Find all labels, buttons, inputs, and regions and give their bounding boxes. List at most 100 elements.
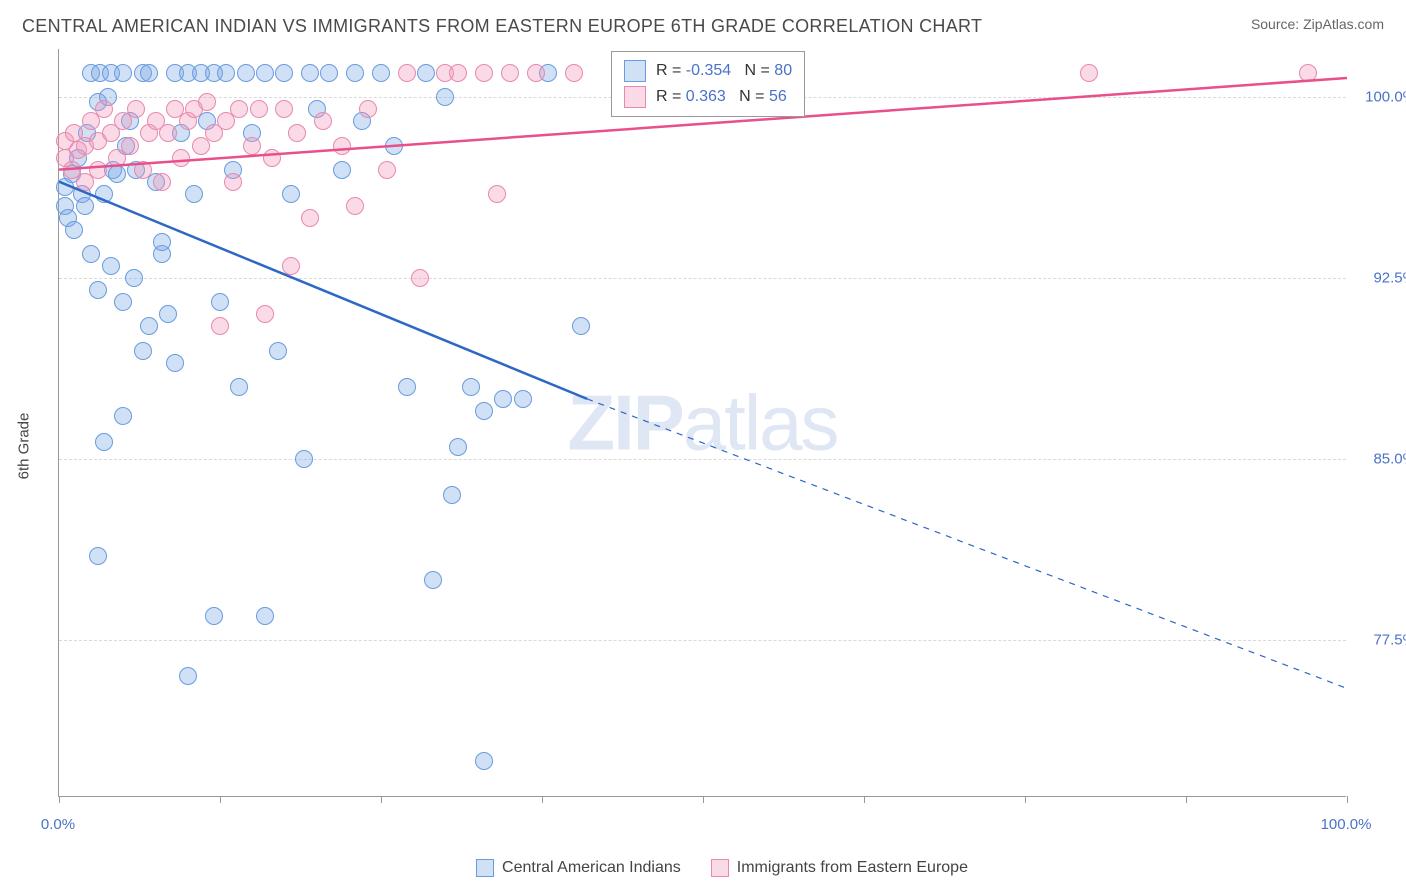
scatter-point bbox=[436, 88, 454, 106]
scatter-point bbox=[1299, 64, 1317, 82]
scatter-point bbox=[301, 209, 319, 227]
scatter-point bbox=[256, 607, 274, 625]
watermark-rest: atlas bbox=[683, 378, 838, 466]
x-tick bbox=[1186, 796, 1187, 803]
scatter-point bbox=[179, 667, 197, 685]
scatter-point bbox=[514, 390, 532, 408]
header: CENTRAL AMERICAN INDIAN VS IMMIGRANTS FR… bbox=[0, 0, 1406, 45]
scatter-point bbox=[565, 64, 583, 82]
scatter-point bbox=[95, 185, 113, 203]
scatter-point bbox=[140, 64, 158, 82]
scatter-point bbox=[114, 64, 132, 82]
scatter-point bbox=[275, 100, 293, 118]
x-tick bbox=[542, 796, 543, 803]
scatter-point bbox=[89, 161, 107, 179]
scatter-point bbox=[153, 233, 171, 251]
watermark: ZIPatlas bbox=[567, 377, 837, 468]
scatter-point bbox=[153, 173, 171, 191]
scatter-point bbox=[346, 197, 364, 215]
scatter-point bbox=[417, 64, 435, 82]
scatter-point bbox=[224, 173, 242, 191]
legend-swatch bbox=[624, 60, 646, 82]
gridline bbox=[59, 640, 1346, 641]
x-tick bbox=[381, 796, 382, 803]
x-tick-label: 100.0% bbox=[1321, 816, 1372, 833]
scatter-point bbox=[1080, 64, 1098, 82]
x-tick-label: 0.0% bbox=[41, 816, 75, 833]
scatter-point bbox=[95, 100, 113, 118]
y-tick-label: 92.5% bbox=[1356, 270, 1406, 287]
x-tick bbox=[864, 796, 865, 803]
scatter-point bbox=[65, 221, 83, 239]
scatter-point bbox=[282, 185, 300, 203]
scatter-point bbox=[462, 378, 480, 396]
scatter-point bbox=[166, 354, 184, 372]
scatter-point bbox=[411, 269, 429, 287]
gridline bbox=[59, 278, 1346, 279]
scatter-point bbox=[127, 100, 145, 118]
source-label: Source: ZipAtlas.com bbox=[1251, 16, 1384, 32]
bottom-legend-item: Central American Indians bbox=[476, 859, 681, 877]
scatter-point bbox=[488, 185, 506, 203]
scatter-point bbox=[385, 137, 403, 155]
scatter-point bbox=[359, 100, 377, 118]
legend-swatch bbox=[476, 859, 494, 877]
bottom-legend-label: Immigrants from Eastern Europe bbox=[737, 859, 968, 877]
scatter-point bbox=[211, 293, 229, 311]
scatter-point bbox=[527, 64, 545, 82]
legend-stat-text: R = -0.354 N = 80 bbox=[656, 62, 792, 80]
scatter-point bbox=[134, 342, 152, 360]
legend-stat-text: R = 0.363 N = 56 bbox=[656, 88, 787, 106]
scatter-point bbox=[134, 161, 152, 179]
scatter-point bbox=[243, 137, 261, 155]
y-tick-label: 77.5% bbox=[1356, 632, 1406, 649]
x-tick bbox=[1025, 796, 1026, 803]
scatter-point bbox=[89, 281, 107, 299]
trend-lines bbox=[59, 49, 1347, 797]
scatter-point bbox=[333, 161, 351, 179]
scatter-point bbox=[211, 317, 229, 335]
scatter-point bbox=[217, 64, 235, 82]
scatter-point bbox=[230, 100, 248, 118]
scatter-point bbox=[449, 64, 467, 82]
scatter-point bbox=[114, 293, 132, 311]
scatter-point bbox=[230, 378, 248, 396]
scatter-point bbox=[398, 64, 416, 82]
scatter-point bbox=[159, 124, 177, 142]
stats-legend-row: R = -0.354 N = 80 bbox=[624, 58, 792, 84]
stats-legend: R = -0.354 N = 80 R = 0.363 N = 56 bbox=[611, 51, 805, 117]
scatter-point bbox=[275, 64, 293, 82]
bottom-legend-label: Central American Indians bbox=[502, 859, 681, 877]
scatter-point bbox=[320, 64, 338, 82]
scatter-point bbox=[263, 149, 281, 167]
scatter-point bbox=[443, 486, 461, 504]
scatter-point bbox=[378, 161, 396, 179]
scatter-point bbox=[449, 438, 467, 456]
chart-title: CENTRAL AMERICAN INDIAN VS IMMIGRANTS FR… bbox=[22, 16, 982, 37]
scatter-point bbox=[333, 137, 351, 155]
scatter-point bbox=[114, 407, 132, 425]
y-axis-label: 6th Grade bbox=[16, 413, 33, 480]
scatter-point bbox=[269, 342, 287, 360]
legend-swatch bbox=[711, 859, 729, 877]
scatter-point bbox=[140, 317, 158, 335]
scatter-point bbox=[572, 317, 590, 335]
scatter-point bbox=[172, 149, 190, 167]
scatter-point bbox=[475, 402, 493, 420]
stats-legend-row: R = 0.363 N = 56 bbox=[624, 84, 792, 110]
scatter-point bbox=[108, 165, 126, 183]
scatter-point bbox=[102, 257, 120, 275]
x-tick bbox=[703, 796, 704, 803]
scatter-point bbox=[256, 305, 274, 323]
bottom-legend-item: Immigrants from Eastern Europe bbox=[711, 859, 968, 877]
scatter-point bbox=[95, 433, 113, 451]
scatter-point bbox=[494, 390, 512, 408]
chart-area: ZIPatlas 77.5%85.0%92.5%100.0%R = -0.354… bbox=[58, 49, 1386, 797]
gridline bbox=[59, 459, 1346, 460]
scatter-point bbox=[501, 64, 519, 82]
scatter-point bbox=[398, 378, 416, 396]
x-tick bbox=[220, 796, 221, 803]
scatter-point bbox=[288, 124, 306, 142]
scatter-point bbox=[82, 245, 100, 263]
y-tick-label: 100.0% bbox=[1356, 89, 1406, 106]
